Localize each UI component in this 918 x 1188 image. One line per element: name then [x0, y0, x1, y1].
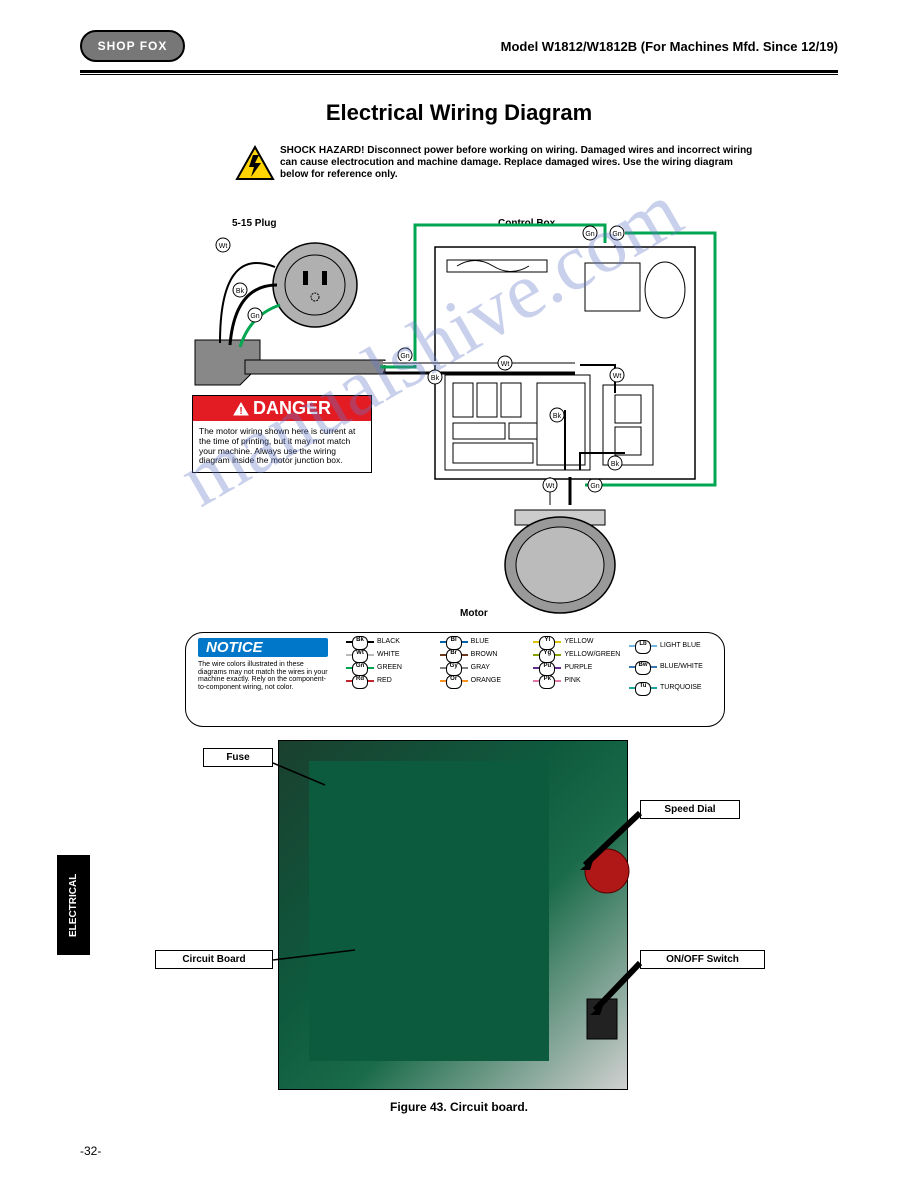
legend-item: RdRED	[346, 677, 431, 684]
svg-text:Bk: Bk	[553, 413, 562, 420]
section-title: Electrical Wiring Diagram	[0, 100, 918, 126]
callout-circuit-board: Circuit Board	[155, 950, 273, 969]
legend-item: PuPURPLE	[533, 664, 620, 671]
svg-text:Gn: Gn	[250, 313, 259, 320]
svg-text:!: !	[239, 406, 242, 416]
side-tab: ELECTRICAL	[57, 855, 90, 955]
danger-panel: ! DANGER The motor wiring shown here is …	[192, 395, 372, 473]
callout-fuse: Fuse	[203, 748, 273, 767]
shock-warning-text: SHOCK HAZARD! Disconnect power before wo…	[280, 145, 760, 181]
svg-text:Bk: Bk	[236, 288, 245, 295]
legend-item: BlBLUE	[440, 638, 525, 645]
legend-item: GnGREEN	[346, 664, 431, 671]
legend-item: BkBLACK	[346, 638, 431, 645]
legend-columns: BkBLACK WtWHITE GnGREEN RdRED BlBLUE BrBROWN…	[346, 638, 714, 691]
legend-item: YlYELLOW	[533, 638, 620, 645]
figure-caption: Figure 43. Circuit board.	[0, 1100, 918, 1114]
svg-text:Gn: Gn	[400, 353, 409, 360]
legend-item: LbLIGHT BLUE	[629, 642, 714, 649]
svg-text:Gn: Gn	[612, 231, 621, 238]
notice-body: The wire colors illustrated in these dia…	[198, 661, 333, 692]
circuit-board-photo	[278, 740, 628, 1090]
legend-item: BrBROWN	[440, 651, 525, 658]
logo-text: SHOP FOX	[98, 39, 168, 53]
svg-text:Wt: Wt	[546, 483, 555, 490]
leader-arrow	[580, 810, 645, 870]
motor-label: Motor	[460, 608, 488, 619]
svg-text:Bk: Bk	[611, 461, 620, 468]
danger-head-text: DANGER	[253, 398, 331, 419]
legend-item: TuTURQUOISE	[629, 684, 714, 691]
danger-heading: ! DANGER	[193, 396, 371, 421]
warning-icon: !	[233, 402, 249, 416]
svg-text:Gn: Gn	[585, 231, 594, 238]
svg-text:Gn: Gn	[590, 483, 599, 490]
legend-item: PkPINK	[533, 677, 620, 684]
legend-item: WtWHITE	[346, 651, 431, 658]
callout-speed-dial: Speed Dial	[640, 800, 740, 819]
model-title: Model W1812/W1812B (For Machines Mfd. Si…	[501, 39, 838, 54]
svg-text:Wt: Wt	[613, 373, 622, 380]
notice-heading: NOTICE	[198, 638, 328, 657]
callout-on-off: ON/OFF Switch	[640, 950, 765, 969]
legend-item: OrORANGE	[440, 677, 525, 684]
page-header: SHOP FOX Model W1812/W1812B (For Machine…	[0, 30, 918, 62]
svg-text:Wt: Wt	[219, 243, 228, 250]
svg-text:Bk: Bk	[431, 375, 440, 382]
shock-hazard-icon	[235, 145, 275, 181]
legend-item: BwBLUE/WHITE	[629, 663, 714, 670]
legend-item: GyGRAY	[440, 664, 525, 671]
svg-text:Wt: Wt	[501, 361, 510, 368]
header-rule	[80, 70, 838, 75]
wiring-legend: NOTICE The wire colors illustrated in th…	[185, 632, 725, 727]
leader-arrow	[590, 960, 645, 1020]
brand-logo: SHOP FOX	[80, 30, 185, 62]
leader-line	[270, 760, 330, 790]
legend-item: YgYELLOW/GREEN	[533, 651, 620, 658]
danger-body: The motor wiring shown here is current a…	[193, 421, 371, 472]
leader-line	[270, 945, 360, 975]
page-number: -32-	[80, 1144, 101, 1158]
